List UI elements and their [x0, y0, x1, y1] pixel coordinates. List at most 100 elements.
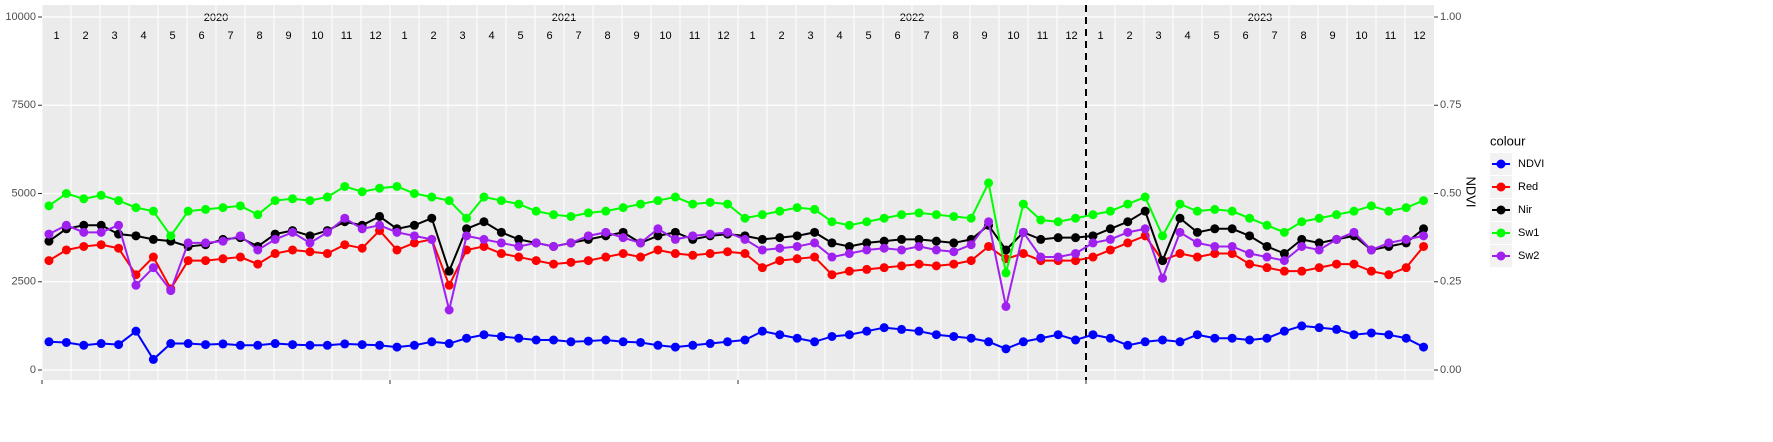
- point: [1192, 206, 1202, 216]
- point: [166, 339, 176, 349]
- point: [392, 227, 402, 237]
- legend-title: colour: [1490, 133, 1526, 148]
- point: [931, 245, 941, 255]
- point: [757, 210, 767, 220]
- point: [1018, 337, 1028, 347]
- point: [479, 217, 489, 227]
- point: [444, 266, 454, 276]
- point: [1088, 231, 1098, 241]
- point: [288, 227, 298, 237]
- point: [322, 249, 332, 259]
- point: [879, 263, 889, 273]
- point: [566, 238, 576, 248]
- point: [566, 337, 576, 347]
- point: [514, 333, 524, 343]
- point: [914, 241, 924, 251]
- point: [1297, 234, 1307, 244]
- point: [1419, 342, 1429, 352]
- point: [479, 241, 489, 251]
- month-label: 8: [604, 30, 610, 42]
- month-label: 8: [1300, 30, 1306, 42]
- point: [723, 199, 733, 209]
- point: [862, 217, 872, 227]
- point: [1105, 206, 1115, 216]
- point: [844, 266, 854, 276]
- point: [1279, 266, 1289, 276]
- point: [1123, 227, 1133, 237]
- point: [96, 227, 106, 237]
- point: [427, 213, 437, 223]
- y-tick-label: 0: [30, 364, 36, 376]
- point: [1210, 241, 1220, 251]
- point: [114, 340, 124, 350]
- point: [462, 213, 472, 223]
- point: [409, 340, 419, 350]
- point: [375, 211, 385, 221]
- point: [653, 224, 663, 234]
- month-label: 11: [1385, 30, 1396, 42]
- point: [653, 340, 663, 350]
- point: [1227, 224, 1237, 234]
- point: [984, 241, 994, 251]
- point: [1158, 231, 1168, 241]
- point: [218, 339, 228, 349]
- point: [427, 337, 437, 347]
- point: [670, 342, 680, 352]
- point: [496, 249, 506, 259]
- point: [1175, 213, 1185, 223]
- point: [1210, 204, 1220, 214]
- point: [740, 249, 750, 259]
- point: [235, 201, 245, 211]
- point: [1036, 333, 1046, 343]
- point: [897, 234, 907, 244]
- point: [514, 252, 524, 262]
- point: [1262, 220, 1272, 230]
- point: [757, 263, 767, 273]
- point: [1105, 245, 1115, 255]
- point: [862, 238, 872, 248]
- point: [166, 286, 176, 296]
- point: [966, 256, 976, 266]
- y2-tick-label: 0.50: [1440, 187, 1461, 199]
- month-label: 1: [401, 30, 407, 42]
- point: [1123, 199, 1133, 209]
- point: [1036, 234, 1046, 244]
- point: [253, 259, 263, 269]
- point: [775, 233, 785, 243]
- month-label: 9: [1329, 30, 1335, 42]
- point: [775, 256, 785, 266]
- point: [496, 238, 506, 248]
- month-label: 6: [546, 30, 552, 42]
- point: [670, 227, 680, 237]
- point: [253, 210, 263, 220]
- y2-tick-label: 0.00: [1440, 364, 1461, 376]
- month-label: 8: [256, 30, 262, 42]
- point: [844, 249, 854, 259]
- point: [1401, 263, 1411, 273]
- legend-point: [1496, 182, 1506, 192]
- point: [723, 247, 733, 257]
- point: [148, 263, 158, 273]
- legend-label: Nir: [1518, 204, 1532, 216]
- point: [114, 220, 124, 230]
- point: [1332, 324, 1342, 334]
- month-label: 2: [778, 30, 784, 42]
- point: [670, 249, 680, 259]
- point: [514, 234, 524, 244]
- point: [1123, 217, 1133, 227]
- point: [1419, 224, 1429, 234]
- point: [879, 243, 889, 253]
- point: [618, 249, 628, 259]
- point: [61, 220, 71, 230]
- point: [653, 231, 663, 241]
- month-label: 7: [575, 30, 581, 42]
- month-label: 6: [1242, 30, 1248, 42]
- month-label: 6: [198, 30, 204, 42]
- point: [322, 227, 332, 237]
- point: [949, 259, 959, 269]
- point: [1192, 330, 1202, 340]
- point: [79, 220, 89, 230]
- point: [583, 336, 593, 346]
- point: [618, 337, 628, 347]
